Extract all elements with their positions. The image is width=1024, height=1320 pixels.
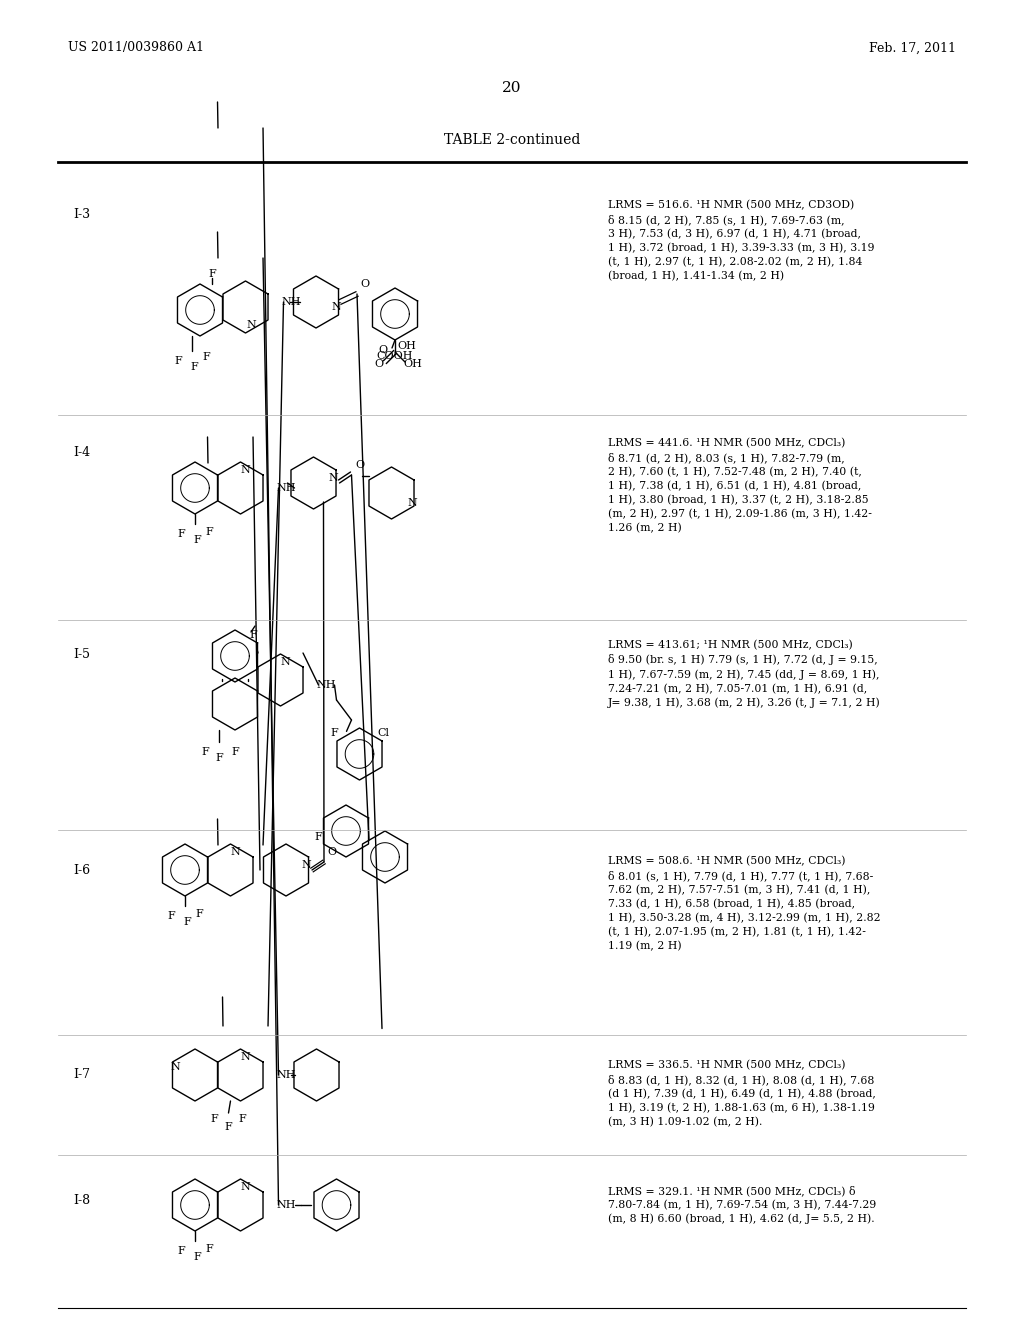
Text: F: F: [167, 911, 175, 921]
Text: N: N: [230, 847, 241, 857]
Text: NH: NH: [282, 297, 301, 308]
Text: LRMS = 413.61; ¹H NMR (500 MHz, CDCl₃)
δ 9.50 (br. s, 1 H) 7.79 (s, 1 H), 7.72 (: LRMS = 413.61; ¹H NMR (500 MHz, CDCl₃) δ…: [608, 640, 881, 709]
Text: I-8: I-8: [73, 1193, 90, 1206]
Text: LRMS = 508.6. ¹H NMR (500 MHz, CDCl₃)
δ 8.01 (s, 1 H), 7.79 (d, 1 H), 7.77 (t, 1: LRMS = 508.6. ¹H NMR (500 MHz, CDCl₃) δ …: [608, 855, 881, 952]
Text: N: N: [241, 465, 251, 475]
Text: I-7: I-7: [73, 1068, 90, 1081]
Text: F: F: [202, 352, 210, 362]
Text: F: F: [194, 535, 201, 545]
Text: COOH: COOH: [377, 351, 414, 360]
Text: F: F: [201, 747, 209, 756]
Text: NH: NH: [316, 680, 336, 690]
Text: F: F: [196, 909, 203, 919]
Text: N: N: [331, 302, 341, 312]
Text: O: O: [375, 359, 384, 370]
Text: F: F: [215, 752, 223, 763]
Text: O: O: [328, 847, 337, 857]
Text: F: F: [205, 1243, 213, 1254]
Text: N: N: [301, 861, 311, 870]
Text: NH: NH: [276, 1200, 296, 1210]
Text: US 2011/0039860 A1: US 2011/0039860 A1: [68, 41, 204, 54]
Text: F: F: [194, 1251, 201, 1262]
Text: N: N: [281, 657, 291, 667]
Text: N: N: [241, 1052, 251, 1063]
Text: LRMS = 516.6. ¹H NMR (500 MHz, CD3OD)
δ 8.15 (d, 2 H), 7.85 (s, 1 H), 7.69-7.63 : LRMS = 516.6. ¹H NMR (500 MHz, CD3OD) δ …: [608, 201, 874, 281]
Text: O: O: [360, 279, 370, 289]
Text: O: O: [379, 345, 387, 355]
Text: F: F: [231, 747, 239, 756]
Text: F: F: [190, 362, 198, 372]
Text: OH: OH: [403, 359, 423, 370]
Text: F: F: [177, 1246, 185, 1257]
Text: F: F: [183, 917, 190, 927]
Text: F: F: [224, 1122, 232, 1133]
Text: F: F: [314, 832, 322, 842]
Text: F: F: [177, 529, 185, 539]
Text: F: F: [211, 1114, 218, 1125]
Text: LRMS = 336.5. ¹H NMR (500 MHz, CDCl₃)
δ 8.83 (d, 1 H), 8.32 (d, 1 H), 8.08 (d, 1: LRMS = 336.5. ¹H NMR (500 MHz, CDCl₃) δ …: [608, 1060, 876, 1127]
Text: N: N: [247, 319, 256, 330]
Text: TABLE 2-continued: TABLE 2-continued: [443, 133, 581, 147]
Text: LRMS = 441.6. ¹H NMR (500 MHz, CDCl₃)
δ 8.71 (d, 2 H), 8.03 (s, 1 H), 7.82-7.79 : LRMS = 441.6. ¹H NMR (500 MHz, CDCl₃) δ …: [608, 438, 871, 533]
Text: LRMS = 329.1. ¹H NMR (500 MHz, CDCl₃) δ
7.80-7.84 (m, 1 H), 7.69-7.54 (m, 3 H), : LRMS = 329.1. ¹H NMR (500 MHz, CDCl₃) δ …: [608, 1185, 877, 1224]
Text: I-3: I-3: [73, 209, 90, 222]
Text: F: F: [331, 729, 338, 738]
Text: NH: NH: [276, 483, 296, 492]
Text: Cl: Cl: [378, 729, 389, 738]
Text: N: N: [408, 498, 418, 508]
Text: F: F: [208, 269, 216, 279]
Text: I-4: I-4: [73, 446, 90, 459]
Text: F: F: [249, 630, 257, 640]
Text: Feb. 17, 2011: Feb. 17, 2011: [869, 41, 956, 54]
Text: N: N: [241, 1181, 251, 1192]
Text: N: N: [329, 473, 338, 483]
Text: F: F: [174, 356, 182, 366]
Text: I-6: I-6: [73, 865, 90, 878]
Text: NH: NH: [276, 1071, 296, 1080]
Text: F: F: [205, 527, 213, 537]
Text: OH: OH: [397, 341, 417, 351]
Text: F: F: [239, 1114, 247, 1125]
Text: 20: 20: [502, 81, 522, 95]
Text: N: N: [170, 1063, 180, 1072]
Text: O: O: [355, 459, 365, 470]
Text: I-5: I-5: [73, 648, 90, 661]
